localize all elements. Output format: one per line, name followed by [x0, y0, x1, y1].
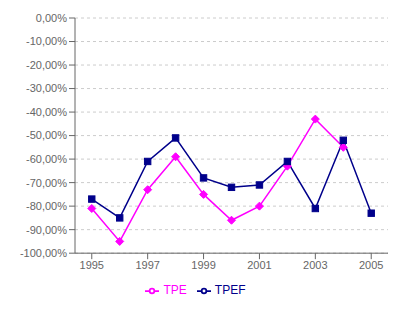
svg-text:-100,00%: -100,00% [20, 247, 67, 259]
svg-text:-80,00%: -80,00% [26, 200, 67, 212]
svg-text:-60,00%: -60,00% [26, 153, 67, 165]
svg-text:2001: 2001 [247, 259, 271, 271]
svg-text:-10,00%: -10,00% [26, 35, 67, 47]
svg-text:-40,00%: -40,00% [26, 106, 67, 118]
svg-text:1997: 1997 [135, 259, 159, 271]
svg-text:-90,00%: -90,00% [26, 224, 67, 236]
svg-text:1995: 1995 [80, 259, 104, 271]
svg-text:1999: 1999 [191, 259, 215, 271]
svg-text:2005: 2005 [359, 259, 383, 271]
svg-text:2003: 2003 [303, 259, 327, 271]
svg-text:-30,00%: -30,00% [26, 82, 67, 94]
svg-text:-20,00%: -20,00% [26, 59, 67, 71]
html-text:TPE: TPE [163, 283, 187, 298]
html-text:TPEF: TPEF [214, 283, 246, 298]
svg-text:0,00%: 0,00% [36, 12, 67, 24]
svg-text:-70,00%: -70,00% [26, 177, 67, 189]
svg-text:-50,00%: -50,00% [26, 129, 67, 141]
